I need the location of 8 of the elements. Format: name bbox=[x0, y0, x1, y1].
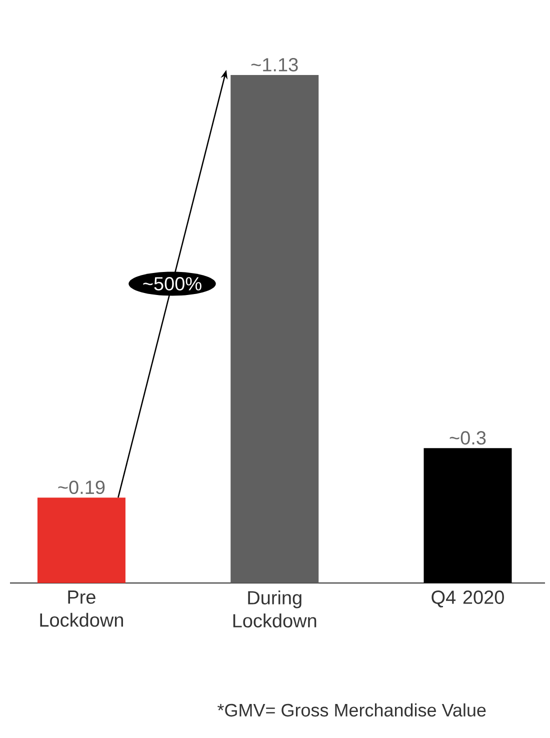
data-label: ~0.19 bbox=[58, 480, 105, 494]
x-tick-label: Pre Lockdown bbox=[40, 590, 123, 627]
text: *GMV= Gross Merchandise Value bbox=[218, 703, 486, 717]
x-tick-label: During Lockdown bbox=[233, 590, 316, 628]
x-tick-label: Q4 2020 bbox=[432, 590, 504, 608]
annotation: ~500% bbox=[143, 277, 202, 290]
data-label: ~0.3 bbox=[450, 431, 486, 445]
data-label: ~1.13 bbox=[251, 58, 298, 72]
